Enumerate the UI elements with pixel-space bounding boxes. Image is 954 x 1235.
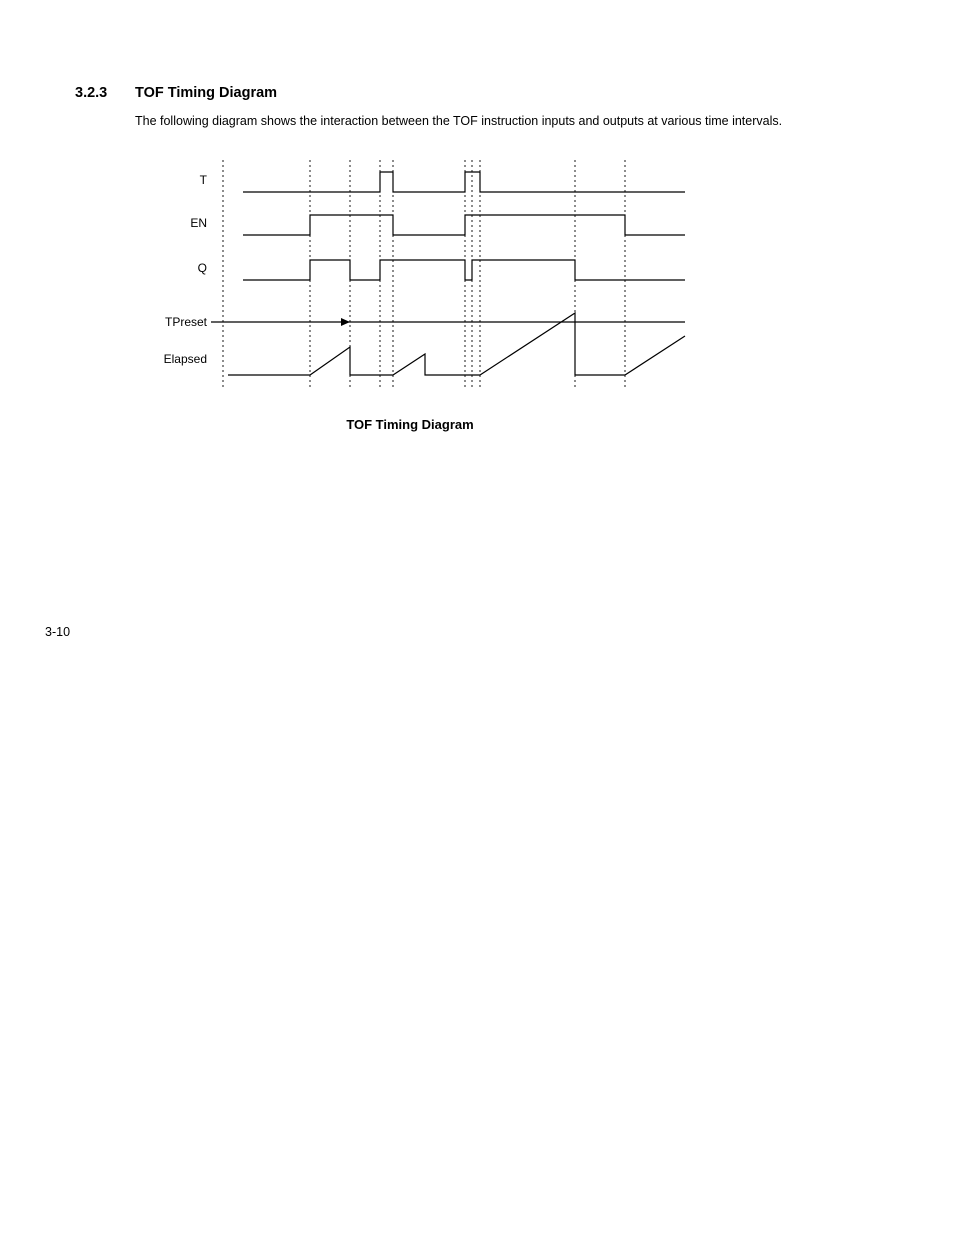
- svg-text:T: T: [200, 173, 208, 187]
- section-title: TOF Timing Diagram: [135, 85, 277, 101]
- diagram-caption: TOF Timing Diagram: [135, 417, 685, 432]
- svg-text:EN: EN: [190, 216, 207, 230]
- timing-diagram-svg: T EN Q TPreset Elapsed: [135, 150, 695, 405]
- page-number: 3-10: [45, 625, 70, 639]
- svg-text:Elapsed: Elapsed: [164, 352, 207, 366]
- section-number: 3.2.3: [75, 85, 135, 101]
- svg-text:Q: Q: [198, 261, 207, 275]
- timing-diagram: T EN Q TPreset Elapsed: [135, 150, 854, 405]
- body-paragraph: The following diagram shows the interact…: [135, 113, 854, 130]
- svg-text:TPreset: TPreset: [165, 315, 208, 329]
